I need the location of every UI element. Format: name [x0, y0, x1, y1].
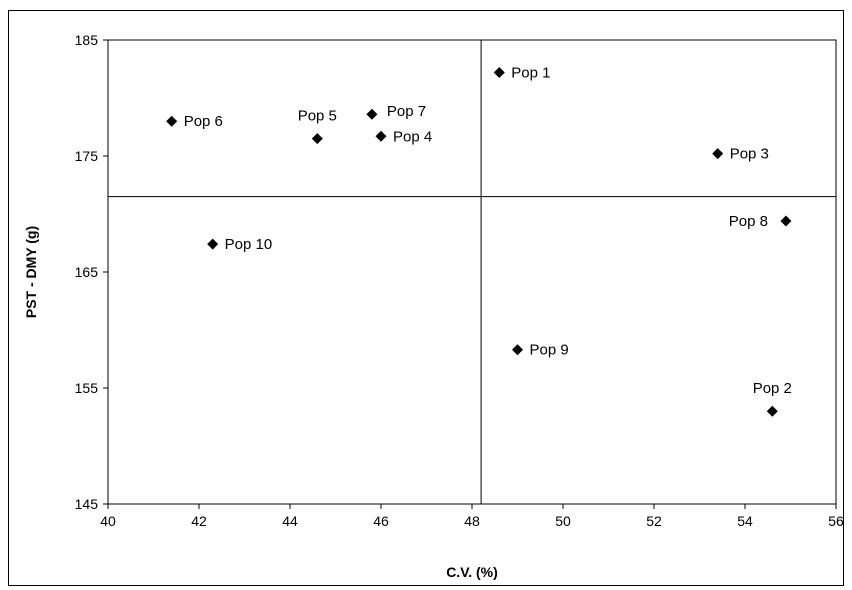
- data-point-marker: [780, 215, 792, 227]
- reference-lines: [108, 40, 836, 504]
- data-point-label: Pop 5: [298, 108, 337, 125]
- data-point-marker: [766, 405, 778, 417]
- x-tick-label: 50: [555, 513, 571, 529]
- x-tick-label: 46: [373, 513, 389, 529]
- data-point-label: Pop 4: [393, 128, 432, 145]
- y-axis-title: PST - DMY (g): [23, 226, 39, 318]
- data-point-marker: [712, 148, 724, 160]
- x-tick-label: 40: [100, 513, 116, 529]
- data-points: Pop 1 Pop 2 Pop 3 Pop 4 Pop 5 Pop 6 Pop 7 Pop 8…: [166, 64, 792, 417]
- y-tick-label: 145: [75, 496, 99, 512]
- data-point-marker: [366, 108, 378, 120]
- x-tick-label: 52: [646, 513, 662, 529]
- x-tick-label: 44: [282, 513, 298, 529]
- y-axis: 145 155 165 175 185: [75, 32, 108, 512]
- data-point-marker: [207, 238, 219, 250]
- data-point-label: Pop 9: [530, 342, 569, 359]
- y-tick-label: 155: [75, 380, 99, 396]
- data-point-label: Pop 8: [729, 213, 768, 230]
- x-tick-label: 48: [464, 513, 480, 529]
- data-point-label: Pop 3: [730, 146, 769, 163]
- x-axis: 40 42 44 46 48 50 52 54 56: [100, 504, 844, 529]
- data-point-label: Pop 1: [511, 64, 550, 81]
- data-point-marker: [493, 66, 505, 78]
- data-point-marker: [166, 115, 178, 127]
- y-tick-label: 185: [75, 32, 99, 48]
- y-tick-label: 175: [75, 148, 99, 164]
- x-tick-label: 42: [191, 513, 207, 529]
- data-point-marker: [375, 130, 387, 142]
- plot-area: [107, 39, 837, 505]
- y-tick-label: 165: [75, 264, 99, 280]
- data-point-label: Pop 6: [184, 113, 223, 130]
- x-tick-label: 54: [737, 513, 753, 529]
- data-point-marker: [512, 344, 523, 356]
- data-point-label: Pop 2: [753, 380, 792, 397]
- x-tick-label: 56: [828, 513, 844, 529]
- data-point-label: Pop 10: [225, 236, 273, 253]
- data-point-label: Pop 7: [387, 103, 426, 120]
- data-point-marker: [311, 133, 323, 145]
- x-axis-title: C.V. (%): [446, 564, 498, 580]
